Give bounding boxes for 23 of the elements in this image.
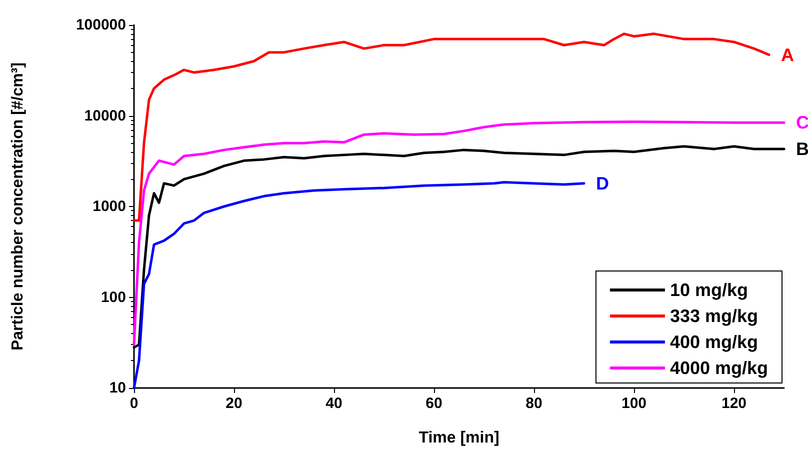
annotation: A	[781, 44, 794, 65]
y-axis-title: Particle number concentration [#/cm³]	[10, 62, 26, 351]
x-tick-label: 0	[130, 395, 138, 412]
legend-label: 10 mg/kg	[670, 280, 748, 300]
x-tick-label: 40	[326, 395, 342, 412]
annotation: D	[596, 173, 609, 194]
annotation: B	[796, 139, 808, 160]
x-tick-label: 20	[226, 395, 242, 412]
y-tick-label: 10	[109, 380, 126, 396]
x-tick-label: 120	[721, 395, 747, 412]
y-tick-label: 10000	[84, 107, 126, 124]
legend-label: 333 mg/kg	[670, 306, 758, 326]
x-tick-label: 60	[426, 395, 442, 412]
line-series	[132, 32, 770, 222]
y-tick-label: 100000	[76, 16, 126, 34]
x-tick-label: 100	[621, 395, 647, 412]
legend-label: 4000 mg/kg	[670, 358, 768, 378]
y-tick-label: 100	[100, 288, 126, 306]
x-axis-title: Time [min]	[418, 430, 500, 446]
legend-label: 400 mg/kg	[670, 332, 758, 352]
line-series	[132, 181, 586, 390]
y-tick-label: 1000	[92, 198, 126, 215]
x-tick-label: 80	[526, 395, 542, 412]
